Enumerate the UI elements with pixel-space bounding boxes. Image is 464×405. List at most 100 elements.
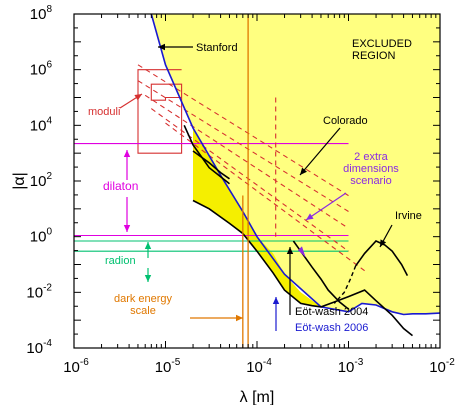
series-irvine — [355, 240, 409, 276]
y-tick-label: 10-2 — [26, 282, 52, 301]
plot-layer — [74, 14, 440, 348]
irvine-arrow — [379, 224, 393, 248]
dilaton-down-arrow — [123, 197, 131, 232]
extra-dims-label: 2 extra dimensions scenario — [343, 151, 399, 187]
eotwash-2004-arrow-head — [286, 247, 294, 254]
dark-energy-label: dark energy scale — [114, 293, 173, 317]
dark-energy-arrow — [190, 314, 243, 322]
dark-energy-label-line: scale — [130, 305, 156, 317]
stanford-arrow-head — [158, 43, 165, 51]
colorado-arrow — [299, 127, 341, 176]
irvine-label: Irvine — [395, 210, 422, 222]
line-extra-dims-4 — [150, 108, 349, 252]
ticks — [73, 14, 440, 349]
eotwash-2006-arrow — [272, 297, 280, 331]
extra-dims-label-line: 2 extra — [354, 151, 389, 163]
x-tick-label-base: 10 — [429, 359, 446, 376]
x-tick-label-base: 10 — [338, 359, 355, 376]
colorado-arrow-head — [300, 167, 307, 175]
excluded-region-label: EXCLUDED REGION — [352, 38, 412, 62]
dilaton-label-line: dilaton — [103, 179, 138, 193]
eotwash-2006-label: Eöt-wash 2006 — [295, 322, 368, 334]
y-tick-label: 102 — [30, 171, 53, 190]
radion-label-line: radion — [105, 255, 136, 267]
x-axis-label: λ [m] — [240, 389, 275, 405]
extra-dims-arrow-shaft — [305, 192, 347, 221]
eotwash-2004-label: Eöt-wash 2004 — [295, 306, 368, 318]
radion-label: radion — [105, 255, 136, 267]
irvine-arrow-head — [380, 239, 387, 247]
dilaton-up-arrow — [123, 150, 131, 180]
x-tick-label-exp: -3 — [354, 357, 363, 368]
dilaton-up-arrow-head — [123, 150, 131, 157]
moduli-arrow-head — [134, 94, 142, 101]
colorado-arrow-shaft — [299, 127, 341, 176]
extra-dims-label-line: dimensions — [343, 163, 399, 175]
dilaton-down-arrow-head — [123, 225, 131, 232]
y-tick-label-exp: 8 — [46, 4, 52, 15]
x-tick-label-exp: -4 — [263, 357, 272, 368]
eotwash-2004-arrow — [286, 247, 294, 315]
y-tick-label-exp: 4 — [46, 115, 52, 126]
series-e-t-wash-2004 — [192, 199, 413, 337]
radion-up-arrow-head — [144, 242, 152, 249]
y-tick-label-base: 10 — [30, 229, 47, 246]
y-axis-label: |α| — [11, 172, 28, 190]
radion-down-arrow — [144, 268, 152, 282]
x-tick-label-base: 10 — [155, 359, 172, 376]
irvine-label-line: Irvine — [395, 210, 422, 222]
x-tick-label: 10-4 — [246, 357, 272, 376]
colorado-label-line: Colorado — [323, 115, 368, 127]
radion-down-arrow-head — [144, 275, 152, 282]
y-tick-label-exp: -2 — [43, 282, 52, 293]
eotwash-2006-label-line: Eöt-wash 2006 — [295, 322, 368, 334]
eotwash-2006-arrow-head — [272, 297, 280, 304]
y-tick-label-base: 10 — [30, 117, 47, 134]
line-moduli-box — [137, 69, 183, 154]
y-tick-label: 100 — [30, 227, 53, 246]
y-tick-label-exp: 6 — [46, 60, 52, 71]
dilaton-label: dilaton — [103, 179, 138, 193]
y-tick-label-exp: 0 — [46, 227, 52, 238]
excluded-region-label-line: REGION — [352, 50, 395, 62]
x-tick-label: 10-5 — [155, 357, 181, 376]
eotwash-2004-label-line: Eöt-wash 2004 — [295, 306, 368, 318]
y-tick-label-exp: -4 — [43, 338, 52, 349]
y-tick-label-base: 10 — [30, 6, 47, 23]
moduli-arrow — [119, 93, 143, 109]
moduli-label-line: moduli — [88, 106, 120, 118]
x-tick-label-exp: -2 — [446, 357, 455, 368]
y-tick-label: 10-4 — [26, 338, 52, 357]
y-tick-label-base: 10 — [26, 284, 43, 301]
y-tick-label-base: 10 — [26, 340, 43, 357]
series-stanford-short-segment — [192, 150, 230, 180]
y-tick-label: 106 — [30, 60, 53, 79]
x-tick-label-exp: -6 — [80, 357, 89, 368]
series-irvine-low-bound — [333, 265, 357, 304]
stanford-label-line: Stanford — [196, 42, 238, 54]
x-tick-label: 10-6 — [63, 357, 89, 376]
x-tick-label-base: 10 — [63, 359, 80, 376]
y-tick-label-base: 10 — [30, 173, 47, 190]
stanford-label: Stanford — [196, 42, 238, 54]
x-tick-label-exp: -5 — [171, 357, 180, 368]
y-tick-label-exp: 2 — [46, 171, 52, 182]
x-tick-label: 10-2 — [429, 357, 455, 376]
stanford-arrow — [158, 43, 193, 51]
extra-dims-arrow-head — [306, 213, 314, 220]
y-tick-label: 108 — [30, 4, 53, 23]
y-tick-label-base: 10 — [30, 62, 47, 79]
extra-dims-arrow — [305, 192, 347, 221]
radion-up-arrow — [144, 242, 152, 258]
line-extra-dims-3 — [144, 94, 349, 229]
moduli-label: moduli — [88, 106, 120, 118]
dark-energy-arrow-head — [236, 314, 243, 322]
region-excluded-region — [133, 14, 440, 315]
excluded-region-label-line: EXCLUDED — [352, 38, 412, 50]
dark-energy-label-line: dark energy — [114, 293, 173, 305]
extra-dims-marker — [297, 246, 306, 258]
y-tick-label: 104 — [30, 115, 53, 134]
x-tick-label: 10-3 — [338, 357, 364, 376]
extra-dims-label-line: scenario — [350, 175, 392, 187]
